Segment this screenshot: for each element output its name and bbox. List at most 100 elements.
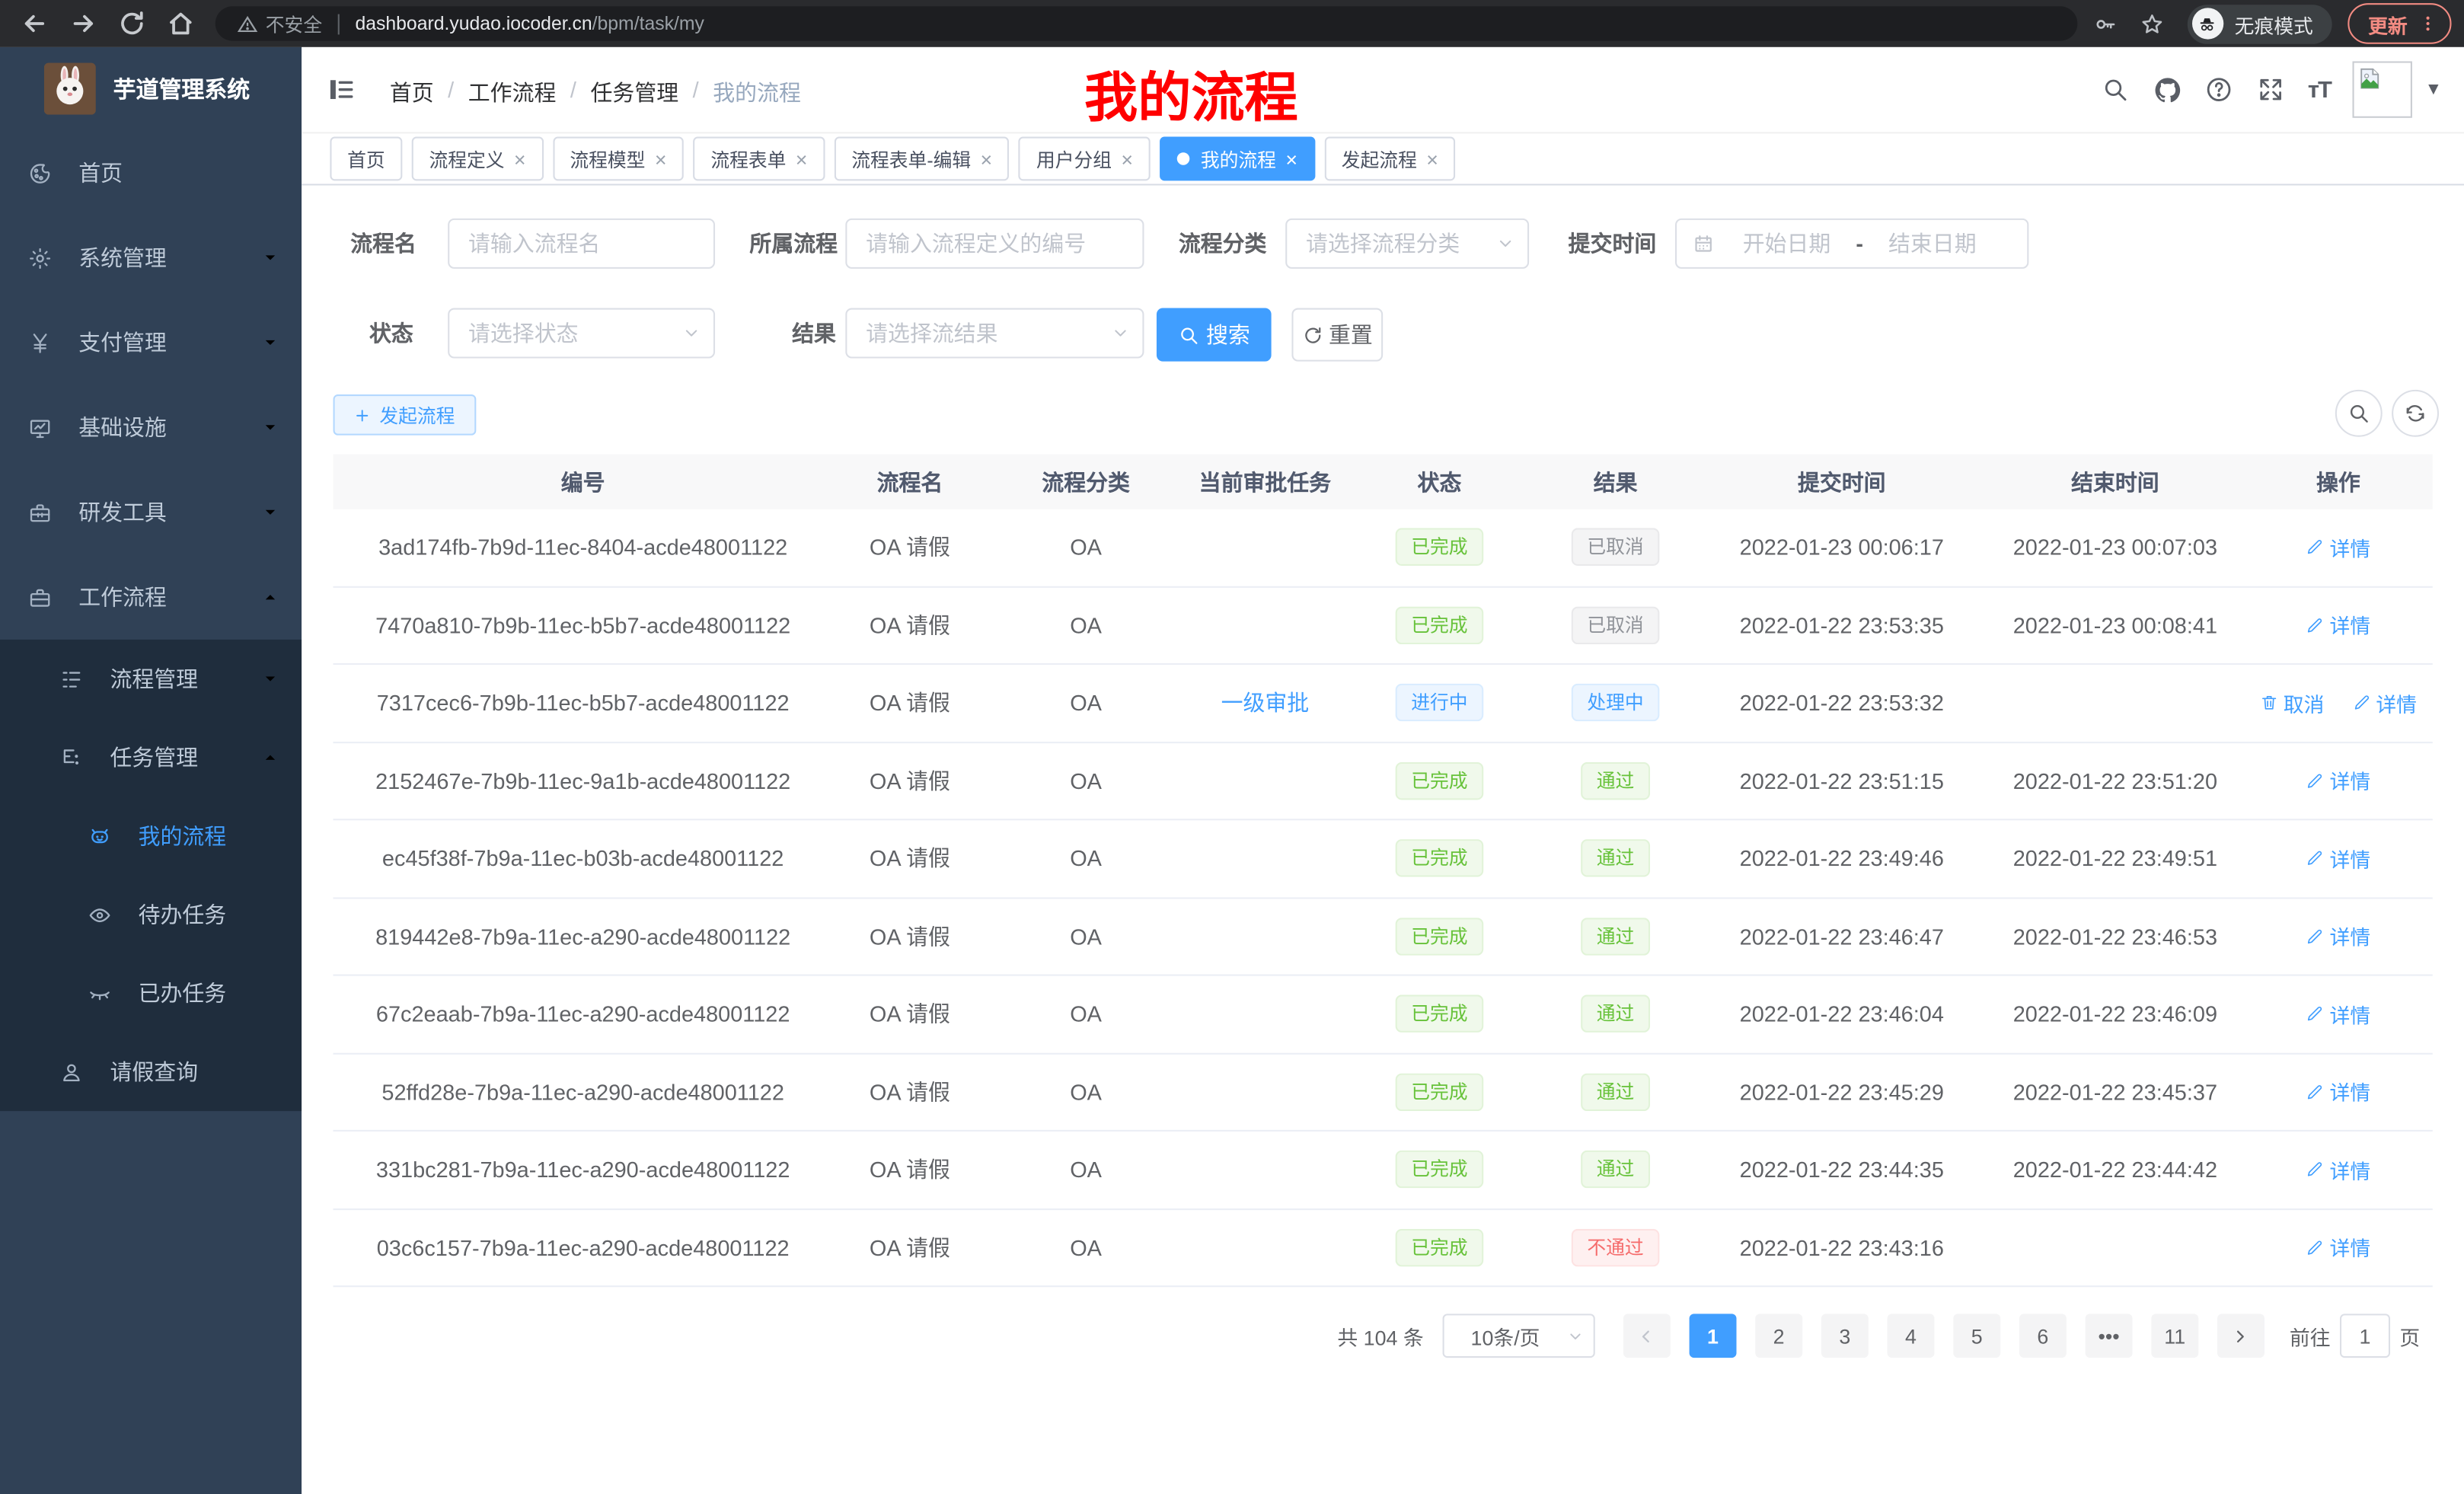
next-page-button[interactable] [2217,1314,2265,1358]
status-select[interactable]: 请选择状态 [448,308,716,359]
sidebar-item-my-process[interactable]: 我的流程 [0,796,302,875]
sidebar-item-label: 研发工具 [78,500,167,525]
refresh-table-button[interactable] [2392,389,2440,437]
insecure-label[interactable]: 不安全 [265,13,323,36]
page-button-3[interactable]: 3 [1821,1314,1869,1358]
cancel-link[interactable]: 取消 [2260,688,2324,717]
sidebar-item-process-mgmt[interactable]: 流程管理 [0,640,302,718]
app-logo[interactable]: 芋道管理系统 [0,47,302,130]
github-icon[interactable] [2153,75,2181,104]
detail-link[interactable]: 详情 [2306,766,2370,796]
detail-link[interactable]: 详情 [2306,1233,2370,1263]
breadcrumb-home[interactable]: 首页 [389,80,434,106]
chevron-down-icon[interactable]: ▼ [2424,80,2443,100]
tab-my-process[interactable]: 我的流程 × [1160,136,1315,181]
sidebar-item-devtools[interactable]: 研发工具 [0,470,302,554]
current-task-link[interactable]: 一级审批 [1221,690,1310,716]
tab-start-process[interactable]: 发起流程 × [1324,136,1456,181]
tab-process-model[interactable]: 流程模型 × [552,136,685,181]
browser-update-button[interactable]: 更新 [2348,3,2452,44]
detail-link[interactable]: 详情 [2306,532,2370,562]
more-pages-button[interactable]: ••• [2085,1314,2133,1358]
goto-page-input[interactable] [2339,1314,2391,1358]
tab-home[interactable]: 首页 [330,136,403,181]
sidebar-item-todo-tasks[interactable]: 待办任务 [0,876,302,954]
process-name-input[interactable] [448,218,716,269]
sidebar-item-label: 基础设施 [78,414,167,440]
detail-link[interactable]: 详情 [2306,610,2370,640]
detail-link[interactable]: 详情 [2306,844,2370,873]
process-def-input[interactable] [845,218,1144,269]
sidebar-item-done-tasks[interactable]: 已办任务 [0,954,302,1033]
tab-process-form[interactable]: 流程表单 × [693,136,825,181]
close-icon[interactable]: × [795,146,808,171]
search-button[interactable]: 搜索 [1156,308,1272,362]
table-row: ec45f38f-7b9a-11ec-b03b-acde48001122 OA … [333,820,2433,899]
tab-process-definition[interactable]: 流程定义 × [411,136,544,181]
kebab-menu-icon[interactable] [2418,14,2437,34]
edit-icon [2308,851,2323,866]
page-button-5[interactable]: 5 [1953,1314,2001,1358]
robot-face-icon [91,828,108,843]
submit-time-range-picker[interactable]: 开始日期 - 结束日期 [1675,218,2029,269]
fullscreen-icon[interactable] [2256,75,2284,104]
tab-bar: 首页 流程定义 × 流程模型 × 流程表单 × 流程表单-编辑 × 用户分组 × 我的流程… [302,133,2464,186]
detail-link[interactable]: 详情 [2352,688,2417,717]
home-icon[interactable] [167,9,195,37]
key-icon[interactable] [2093,11,2117,35]
close-icon[interactable]: × [1285,146,1297,171]
detail-link[interactable]: 详情 [2306,999,2370,1029]
font-size-icon[interactable]: тT [2307,76,2332,104]
sidebar-item-system[interactable]: 系统管理 [0,215,302,300]
address-bar[interactable]: 不安全 dashboard.yudao.iocoder.cn/bpm/task/… [215,6,2078,41]
result-badge: 不通过 [1571,1228,1660,1266]
start-process-button[interactable]: 发起流程 [333,394,477,436]
pagination: 共 104 条 10条/页 1 2 3 4 5 6 ••• 11 前往 [1337,1314,2420,1358]
close-icon[interactable]: × [654,146,667,171]
page-button-4[interactable]: 4 [1887,1314,1935,1358]
page-button-2[interactable]: 2 [1755,1314,1803,1358]
show-search-toggle-button[interactable] [2335,389,2383,437]
workflow-submenu: 流程管理 任务管理 我的流程 待办任务 已办 [0,639,302,1112]
result-badge: 通过 [1581,761,1650,800]
result-badge: 已取消 [1571,528,1660,567]
avatar[interactable] [2352,61,2413,118]
detail-link[interactable]: 详情 [2306,1077,2370,1106]
reload-icon[interactable] [118,9,146,37]
sidebar-item-payment[interactable]: 支付管理 [0,300,302,385]
sidebar-item-task-mgmt[interactable]: 任务管理 [0,718,302,796]
breadcrumb-workflow[interactable]: 工作流程 [468,80,557,106]
close-icon[interactable]: × [513,146,526,171]
sidebar-item-label: 工作流程 [78,584,167,610]
tab-process-form-edit[interactable]: 流程表单-编辑 × [834,136,1010,181]
prev-page-button[interactable] [1623,1314,1671,1358]
breadcrumb-task-mgmt[interactable]: 任务管理 [590,80,679,106]
detail-link[interactable]: 详情 [2306,1154,2370,1184]
filter-label-status: 状态 [369,321,413,346]
page-size-select[interactable]: 10条/页 [1442,1314,1595,1358]
page-button-6[interactable]: 6 [2019,1314,2067,1358]
close-icon[interactable]: × [1121,146,1134,171]
close-icon[interactable]: × [980,146,993,171]
tab-user-group[interactable]: 用户分组 × [1019,136,1151,181]
result-select[interactable]: 请选择流结果 [845,308,1144,359]
sidebar-item-workflow[interactable]: 工作流程 [0,555,302,640]
sidebar-item-label: 我的流程 [138,823,227,849]
back-icon[interactable] [21,9,49,37]
close-icon[interactable]: × [1426,146,1438,171]
help-icon[interactable] [2204,75,2233,104]
page-button-11[interactable]: 11 [2151,1314,2199,1358]
logo-image [43,62,96,115]
refresh-icon [1304,326,1320,343]
reset-button[interactable]: 重置 [1291,308,1384,362]
sidebar-item-leave-query[interactable]: 请假查询 [0,1033,302,1111]
sidebar-item-infra[interactable]: 基础设施 [0,385,302,470]
detail-link[interactable]: 详情 [2306,921,2370,951]
page-button-1[interactable]: 1 [1689,1314,1737,1358]
collapse-sidebar-icon[interactable] [327,75,355,104]
bookmark-star-icon[interactable] [2140,11,2164,35]
sidebar-item-home[interactable]: 首页 [0,130,302,215]
forward-icon[interactable] [69,9,97,37]
category-select[interactable]: 请选择流程分类 [1285,218,1530,269]
search-icon[interactable] [2100,75,2128,104]
